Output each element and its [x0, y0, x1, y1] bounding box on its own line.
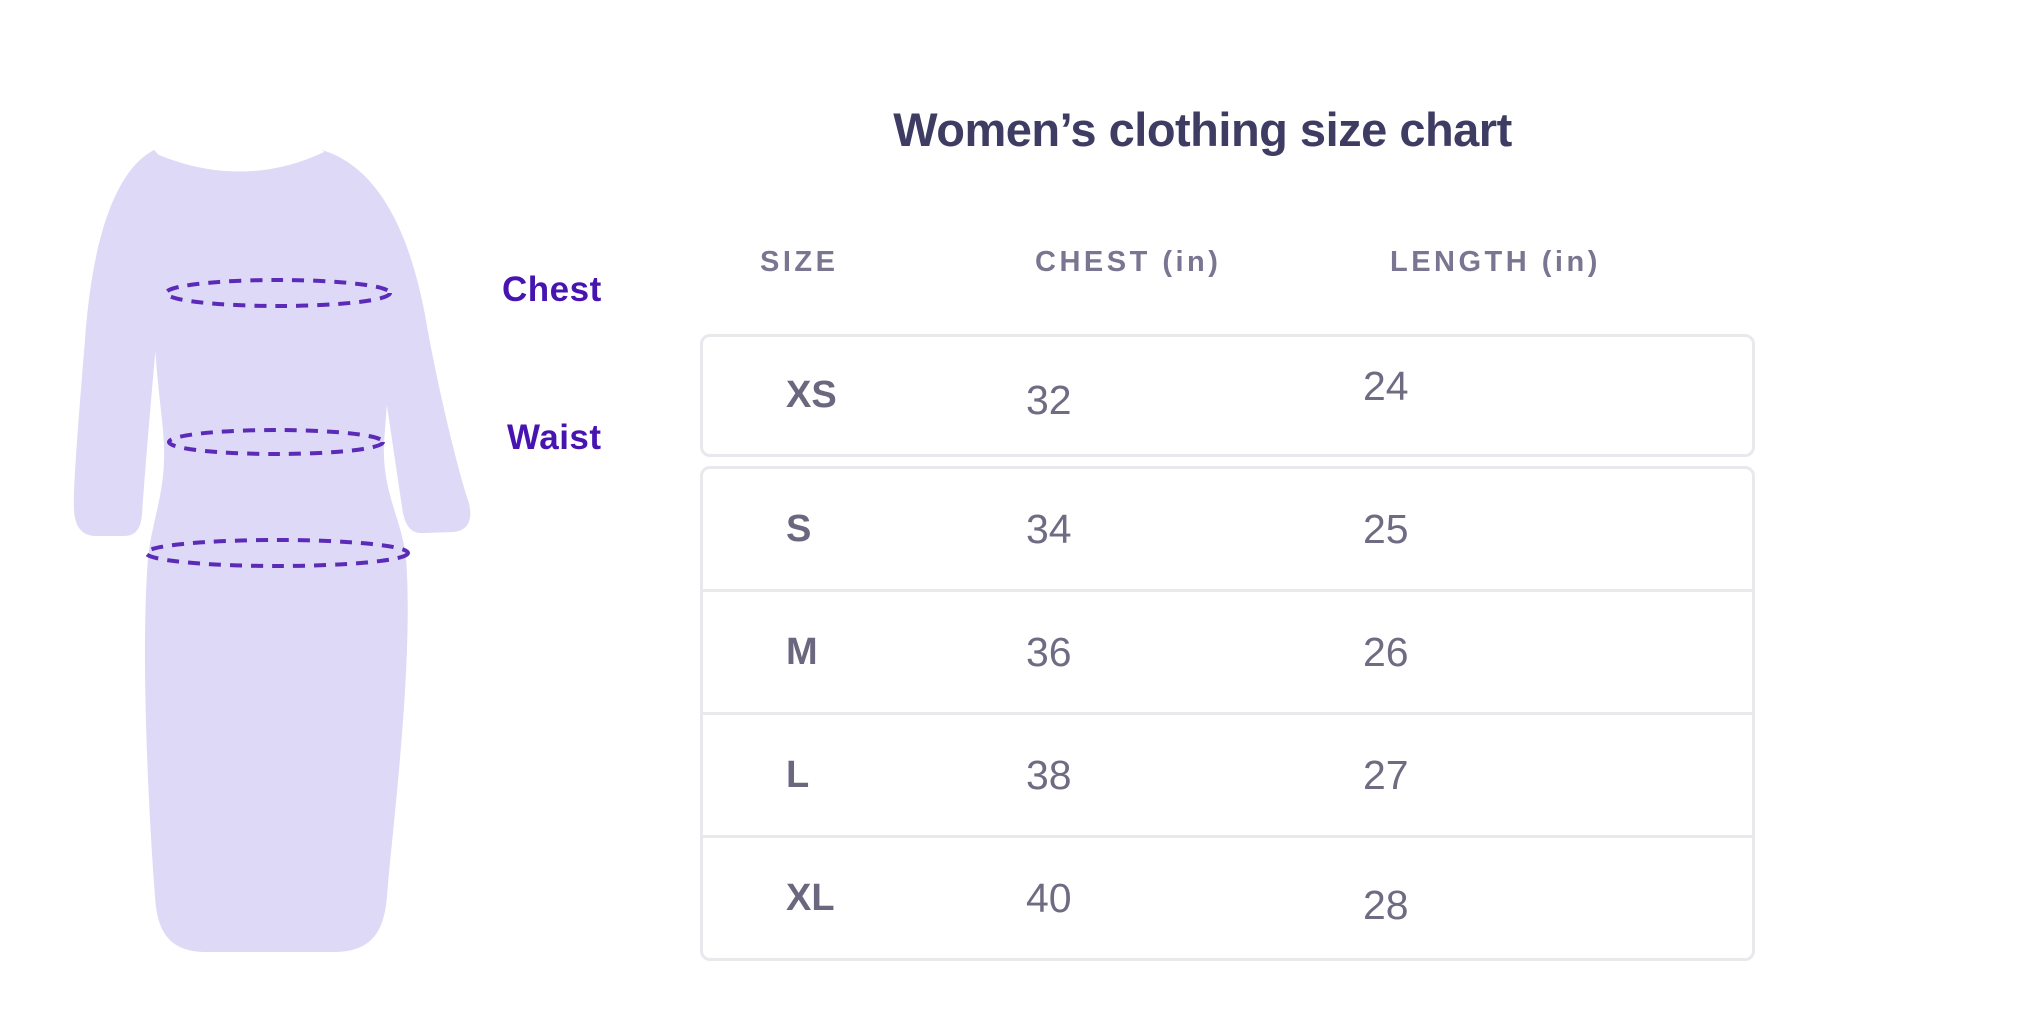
- column-header-length: LENGTH (in): [1390, 246, 1601, 278]
- chest-value: 34: [1026, 505, 1072, 552]
- column-header-chest: CHEST (in): [1035, 246, 1222, 278]
- table-row: S 34 25: [703, 469, 1752, 589]
- table-row: L 38 27: [703, 712, 1752, 835]
- dress-right-sleeve: [322, 150, 471, 534]
- waist-label: Waist: [507, 418, 602, 457]
- table-row-group-s-xl: S 34 25 M 36 26 L 38 27 XL 40 28: [700, 466, 1755, 961]
- chest-label: Chest: [502, 270, 602, 309]
- size-value: XL: [786, 876, 835, 919]
- table-row: M 36 26: [703, 589, 1752, 712]
- waist-measurement-ellipse: [167, 428, 385, 456]
- table-row-group-xs: XS 32 24: [700, 334, 1755, 457]
- dress-left-sleeve: [73, 150, 169, 536]
- length-value: 26: [1363, 628, 1409, 675]
- length-value: 24: [1363, 363, 1409, 409]
- chest-value: 38: [1026, 751, 1072, 798]
- table-row: XS 32 24: [703, 337, 1752, 454]
- table-row: XL 40 28: [703, 835, 1752, 958]
- column-header-size: SIZE: [760, 246, 839, 278]
- dress-body: [145, 152, 408, 952]
- dress-silhouette-svg: [73, 150, 471, 952]
- hip-measurement-ellipse: [144, 538, 410, 568]
- length-value: 28: [1363, 881, 1409, 928]
- size-table: SIZE CHEST (in) LENGTH (in) XS 32 24 S 3…: [700, 246, 1755, 961]
- table-header-row: SIZE CHEST (in) LENGTH (in): [700, 246, 1755, 334]
- size-value: S: [786, 507, 812, 550]
- dress-illustration: [40, 90, 480, 970]
- size-value: L: [786, 753, 810, 796]
- size-value: XS: [786, 374, 837, 416]
- chest-measurement-ellipse: [164, 278, 392, 308]
- page-title: Women’s clothing size chart: [893, 103, 1512, 156]
- chest-value: 36: [1026, 628, 1072, 675]
- length-value: 27: [1363, 751, 1409, 798]
- chest-value: 40: [1026, 874, 1072, 921]
- chest-value: 32: [1026, 377, 1072, 423]
- length-value: 25: [1363, 505, 1409, 552]
- size-value: M: [786, 630, 818, 673]
